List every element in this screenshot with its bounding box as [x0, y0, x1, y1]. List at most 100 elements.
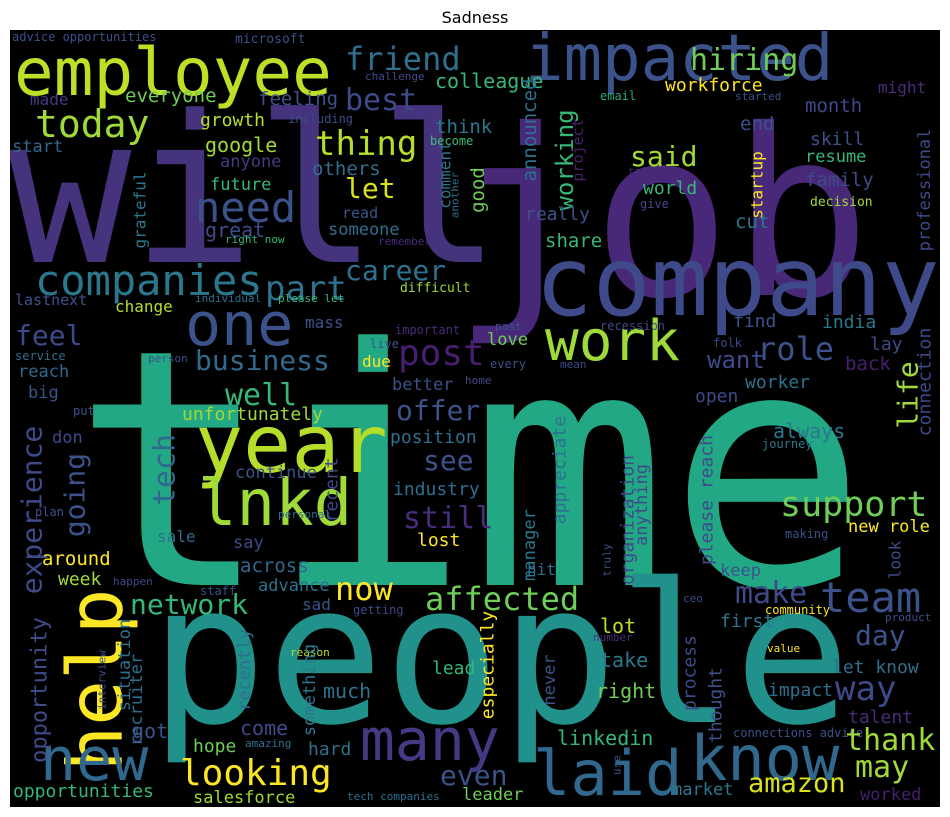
word: lead	[432, 658, 475, 679]
word: advance	[258, 576, 330, 596]
word: today	[35, 102, 149, 146]
word: anything	[632, 464, 652, 546]
word: sale	[157, 527, 196, 546]
word: grateful	[131, 171, 150, 248]
word: past	[495, 320, 522, 333]
word: share	[545, 230, 602, 252]
word: one	[185, 290, 293, 360]
word: market	[672, 780, 733, 800]
word: advice opportunities	[12, 30, 157, 44]
word: become	[430, 134, 473, 148]
word: person	[148, 352, 188, 365]
word: better	[392, 375, 453, 395]
word: project	[569, 118, 587, 181]
word: happen	[113, 575, 153, 588]
word: know	[690, 722, 840, 795]
word: need	[195, 183, 296, 232]
word: interview	[96, 650, 109, 710]
word: let	[345, 172, 396, 205]
word: offer	[396, 394, 480, 427]
word: especially	[478, 611, 499, 720]
word: personal	[278, 508, 331, 521]
word: amazing	[245, 737, 291, 750]
word: future	[210, 175, 271, 195]
word: worked	[860, 785, 921, 805]
word: leader	[462, 785, 523, 805]
word: well	[225, 378, 297, 413]
word: sad	[302, 595, 331, 614]
word: way	[835, 669, 896, 709]
word: journey	[762, 437, 813, 451]
word: network	[130, 588, 248, 621]
word: recession	[600, 319, 665, 333]
word: day	[855, 619, 906, 652]
word: still	[403, 501, 493, 536]
word: help	[51, 588, 140, 771]
word: love	[487, 330, 528, 350]
word: keep	[720, 561, 761, 581]
word: week	[58, 569, 102, 590]
word: email	[600, 89, 636, 103]
word: hope	[193, 736, 236, 757]
word: opportunity	[28, 617, 53, 763]
word: india	[822, 312, 876, 333]
word: part	[265, 269, 347, 309]
word: let know	[832, 657, 919, 678]
word: think	[435, 116, 493, 138]
word: someone	[328, 220, 400, 240]
word: don	[52, 428, 83, 448]
word: affected	[425, 580, 579, 618]
word: difficult	[400, 281, 470, 296]
word: microsoft	[235, 32, 305, 47]
word: comment	[436, 141, 455, 208]
word: career	[345, 254, 446, 287]
word: please reach	[697, 435, 718, 565]
word: end	[740, 113, 774, 135]
word: process	[680, 635, 701, 711]
word: another	[449, 171, 462, 218]
word: folk	[713, 336, 743, 350]
word: take	[600, 648, 648, 672]
word: including	[288, 112, 353, 126]
word: truly	[601, 543, 614, 576]
word: across	[240, 555, 309, 577]
word: company	[535, 226, 940, 338]
word: good	[467, 167, 489, 213]
word: lot	[600, 614, 636, 638]
word: said	[630, 140, 697, 173]
word: might	[878, 78, 926, 97]
word: made	[30, 90, 69, 109]
word: salesforce	[193, 788, 295, 808]
word: connection	[915, 328, 936, 436]
word: taking	[628, 165, 668, 178]
word: position	[390, 427, 477, 448]
word: put	[73, 404, 95, 418]
word: lastnext	[15, 291, 87, 309]
word: every	[490, 357, 526, 371]
word: new role	[848, 517, 930, 537]
word: home	[465, 374, 492, 387]
word: thought	[706, 667, 727, 743]
word: hard	[308, 739, 351, 760]
word: lnkd	[198, 467, 352, 541]
word: post	[398, 333, 485, 374]
word: world	[643, 178, 697, 199]
word: value	[767, 642, 800, 655]
word: month	[805, 95, 862, 117]
word: professional	[915, 129, 935, 252]
word: staff	[200, 584, 236, 598]
word: ceo	[683, 592, 703, 605]
word: tech	[148, 434, 183, 506]
word: start	[12, 137, 63, 157]
word: now	[335, 570, 394, 608]
word: lay	[870, 334, 903, 355]
word: something	[300, 644, 320, 736]
word: tech companies	[347, 790, 440, 803]
word: got	[132, 719, 168, 743]
word: growth	[200, 110, 265, 131]
word: lost	[417, 530, 460, 551]
word: feel	[15, 319, 82, 352]
word: product	[885, 611, 931, 624]
word: year	[195, 398, 388, 491]
word: announced	[519, 79, 541, 182]
